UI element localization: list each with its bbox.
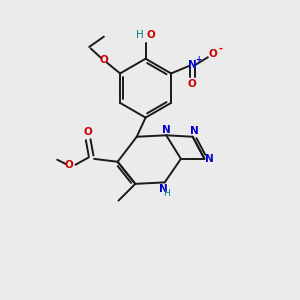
Text: O: O [100,55,108,65]
Text: O: O [146,30,155,40]
Text: O: O [208,49,217,59]
Text: N: N [190,126,199,136]
Text: N: N [162,125,171,135]
Text: O: O [83,127,92,137]
Text: -: - [218,44,222,54]
Text: H: H [163,189,170,198]
Text: H: H [136,30,144,40]
Text: O: O [64,160,73,170]
Text: N: N [159,184,167,194]
Text: N: N [206,154,214,164]
Text: O: O [188,79,197,89]
Text: +: + [196,55,202,64]
Text: N: N [188,60,197,70]
